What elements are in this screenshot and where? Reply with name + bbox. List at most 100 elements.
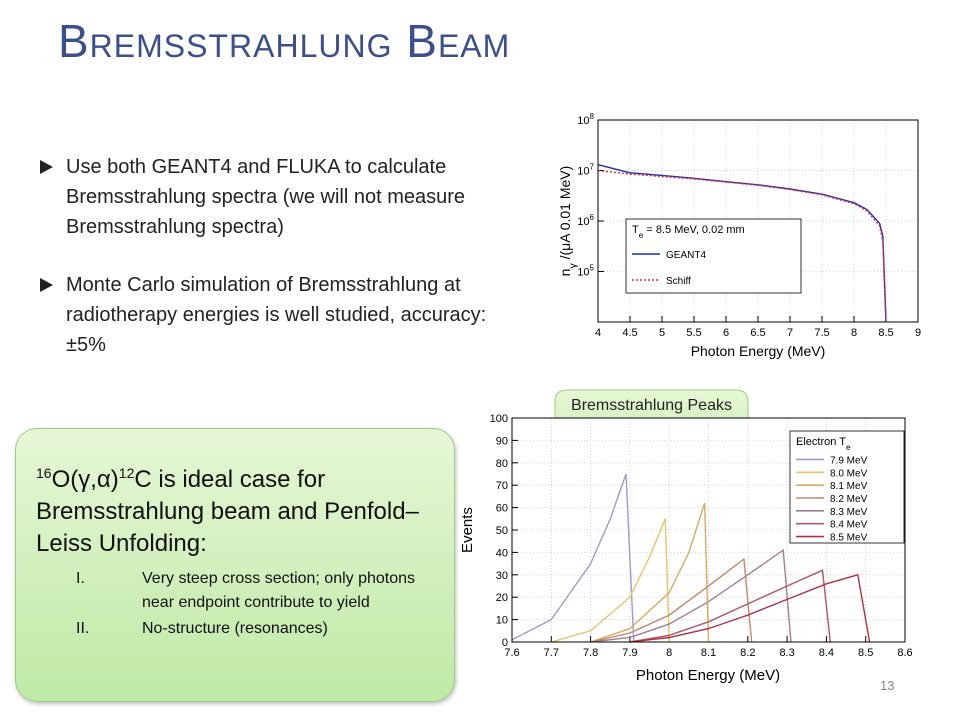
- legend-label: 8.2 MeV: [830, 494, 868, 505]
- x-tick-label: 4: [595, 327, 601, 339]
- box-item: II. No-structure (resonances): [76, 617, 446, 641]
- item-text: No-structure (resonances): [142, 620, 328, 637]
- y-axis-label: Events: [459, 507, 476, 553]
- mass-number: 16: [36, 465, 52, 481]
- x-tick-label: 8.4: [819, 647, 834, 659]
- x-tick-label: 8.5: [858, 647, 873, 659]
- y-tick-base: 10: [577, 267, 589, 279]
- legend-title: Electron Te: [796, 436, 851, 452]
- legend-label: 8.5 MeV: [830, 533, 868, 544]
- legend-title-main: T: [632, 224, 639, 236]
- y-tick-label: 108: [577, 112, 594, 127]
- x-tick-label: 7.8: [583, 647, 598, 659]
- legend-title-main: Electron T: [796, 436, 846, 448]
- y-tick-label: 30: [496, 570, 508, 582]
- item-text: Very steep cross section; only photons n…: [142, 570, 416, 611]
- box-list: I. Very steep cross section; only photons…: [76, 567, 446, 643]
- heading-part: C is ideal case for Bremsstrahlung beam …: [36, 466, 419, 557]
- series-line: [629, 573, 871, 643]
- legend-title-sub: e: [639, 231, 644, 240]
- y-axis-label-sub: γ: [567, 263, 579, 269]
- legend-label: 8.0 MeV: [830, 468, 868, 479]
- x-axis-label: Photon Energy (MeV): [636, 667, 780, 684]
- legend-box: [625, 218, 802, 294]
- y-tick-label: 80: [496, 458, 508, 470]
- y-axis-label-main: n: [557, 269, 573, 277]
- x-tick-label: 5.5: [686, 327, 701, 339]
- y-tick-label: 60: [496, 503, 508, 515]
- x-tick-label: 8.5: [878, 327, 893, 339]
- x-tick-label: 7.7: [544, 647, 559, 659]
- y-tick-base: 10: [577, 115, 589, 127]
- legend-label: GEANT4: [666, 250, 706, 261]
- bullet: Use both GEANT4 and FLUKA to calculate B…: [40, 152, 520, 242]
- y-tick-label: 50: [496, 525, 508, 537]
- series-line: [590, 557, 753, 643]
- y-tick-label: 100: [490, 413, 508, 425]
- page-number: 13: [880, 678, 895, 693]
- x-tick-label: 8: [851, 327, 857, 339]
- y-tick-label: 90: [496, 435, 508, 447]
- series-line: [597, 169, 887, 323]
- numeral: I.: [76, 570, 85, 587]
- bullet-arrow: [40, 278, 53, 292]
- bullet-list: Use both GEANT4 and FLUKA to calculate B…: [40, 152, 520, 388]
- bullet: Monte Carlo simulation of Bremsstrahlung…: [40, 270, 520, 360]
- x-axis-label: Photon Energy (MeV): [691, 343, 826, 359]
- numeral: II.: [76, 620, 90, 637]
- y-axis-label-rest: /(μA 0.01 MeV): [557, 166, 573, 264]
- callout-text: Bremsstrahlung Peaks: [571, 397, 732, 414]
- y-tick-label: 105: [577, 264, 594, 279]
- legend-label: 8.1 MeV: [830, 481, 868, 492]
- x-tick-label: 6.5: [750, 327, 765, 339]
- x-tick-label: 7.9: [622, 647, 637, 659]
- legend-title: Te = 8.5 MeV, 0.02 mm: [632, 224, 745, 240]
- legend-label: 8.3 MeV: [830, 507, 868, 518]
- series-line: [551, 518, 670, 643]
- x-tick-label: 8.1: [701, 647, 716, 659]
- x-tick-label: 5: [659, 327, 665, 339]
- heading-part: O(γ,α): [51, 466, 119, 493]
- series-line: [590, 548, 792, 643]
- y-tick-label: 107: [577, 163, 594, 178]
- y-tick-label: 20: [496, 592, 508, 604]
- legend-label: 7.9 MeV: [830, 455, 868, 466]
- series-line: [629, 569, 831, 643]
- plot-frame: [597, 119, 919, 323]
- y-tick-exp: 8: [590, 112, 595, 121]
- y-tick-exp: 6: [590, 213, 595, 222]
- y-tick-base: 10: [577, 166, 589, 178]
- y-tick-label: 70: [496, 480, 508, 492]
- y-tick-label: 106: [577, 213, 594, 228]
- series-line: [511, 473, 635, 643]
- x-tick-label: 6: [723, 327, 729, 339]
- plot-frame: [511, 417, 906, 643]
- x-tick-label: 8.6: [897, 647, 912, 659]
- box-heading: 16O(γ,α)12C is ideal case for Bremsstrah…: [36, 457, 446, 560]
- y-tick-base: 10: [577, 216, 589, 228]
- y-tick-exp: 7: [590, 163, 595, 172]
- info-box: 16O(γ,α)12C is ideal case for Bremsstrah…: [15, 428, 455, 702]
- legend-label: 8.4 MeV: [830, 520, 868, 531]
- x-tick-label: 7.6: [504, 647, 519, 659]
- y-axis-label: nγ /(μA 0.01 MeV): [557, 166, 579, 277]
- y-tick-label: 10: [496, 615, 508, 627]
- bullet-arrow: [40, 160, 53, 174]
- x-tick-label: 8: [666, 647, 672, 659]
- legend-title-sub: e: [846, 443, 851, 452]
- legend-label: Schiff: [666, 276, 691, 287]
- box-item: I. Very steep cross section; only photons…: [76, 567, 446, 615]
- x-tick-label: 8.2: [740, 647, 755, 659]
- mass-number: 12: [118, 465, 135, 481]
- x-tick-label: 8.3: [779, 647, 794, 659]
- y-tick-label: 40: [496, 547, 508, 559]
- bullet-text: Use both GEANT4 and FLUKA to calculate B…: [66, 156, 466, 238]
- x-tick-label: 4.5: [622, 327, 637, 339]
- chart: 0 10 20 30 40 50 60 70 80 90 100 7.6 7.7 7.8 7.9 8 8.1 8.…: [459, 413, 913, 684]
- x-tick-label: 7.5: [814, 327, 829, 339]
- slide-title: Bremsstrahlung Beam: [58, 15, 511, 67]
- bullet-text: Monte Carlo simulation of Bremsstrahlung…: [66, 274, 487, 356]
